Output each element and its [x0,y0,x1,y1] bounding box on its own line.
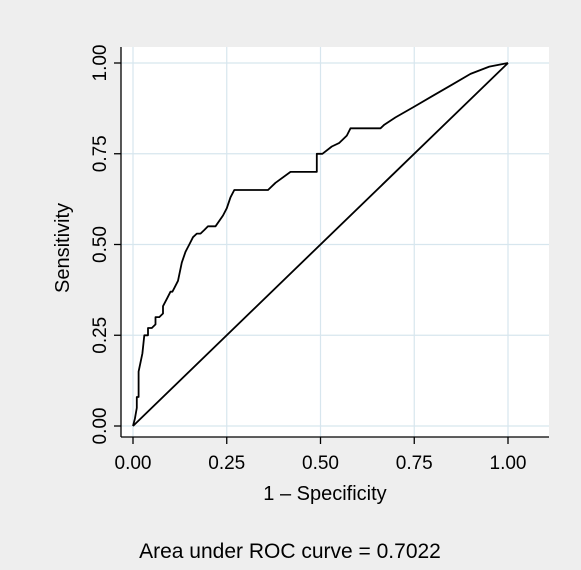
y-axis-title: Sensitivity [52,203,74,293]
x-axis-title: 1 – Specificity [263,483,386,505]
x-tick-label: 1.00 [490,453,527,474]
plot-area [121,47,549,437]
x-tick-label: 0.75 [396,453,433,474]
x-tick-label: 0.25 [208,453,245,474]
x-tick-label: 0.50 [302,453,339,474]
y-tick-label: 0.50 [90,226,111,263]
auc-annotation: Area under ROC curve = 0.7022 [139,540,441,563]
y-tick-label: 0.75 [90,135,111,172]
y-tick-label: 0.25 [90,317,111,354]
x-tick-label: 0.00 [115,453,152,474]
y-tick-label: 0.00 [90,408,111,445]
y-tick-label: 1.00 [90,45,111,82]
